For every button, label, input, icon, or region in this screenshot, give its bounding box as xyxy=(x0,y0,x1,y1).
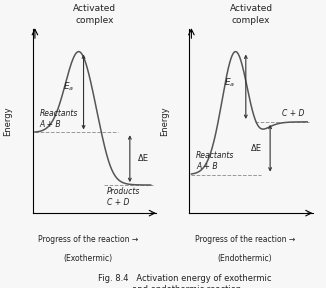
Text: Energy: Energy xyxy=(160,106,169,136)
Text: Progress of the reaction →: Progress of the reaction → xyxy=(195,235,295,244)
Text: Reactants
A + B: Reactants A + B xyxy=(39,109,78,129)
Title: Activated
complex: Activated complex xyxy=(73,4,116,25)
Text: C + D: C + D xyxy=(282,109,304,118)
Text: ΔE: ΔE xyxy=(251,144,262,153)
Title: Activated
complex: Activated complex xyxy=(230,4,273,25)
Text: Fig. 8.4   Activation energy of exothermic: Fig. 8.4 Activation energy of exothermic xyxy=(98,274,271,283)
Text: (Exothermic): (Exothermic) xyxy=(64,254,113,263)
Text: Energy: Energy xyxy=(3,106,12,136)
Text: and endothermic reaction: and endothermic reaction xyxy=(98,285,241,288)
Text: Reactants
A + B: Reactants A + B xyxy=(196,151,234,171)
Text: ΔE: ΔE xyxy=(138,154,149,163)
Text: Progress of the reaction →: Progress of the reaction → xyxy=(38,235,139,244)
Text: Products
C + D: Products C + D xyxy=(107,187,140,207)
Text: $E_a$: $E_a$ xyxy=(224,77,235,90)
Text: (Endothermic): (Endothermic) xyxy=(217,254,272,263)
Text: $E_a$: $E_a$ xyxy=(63,80,74,93)
